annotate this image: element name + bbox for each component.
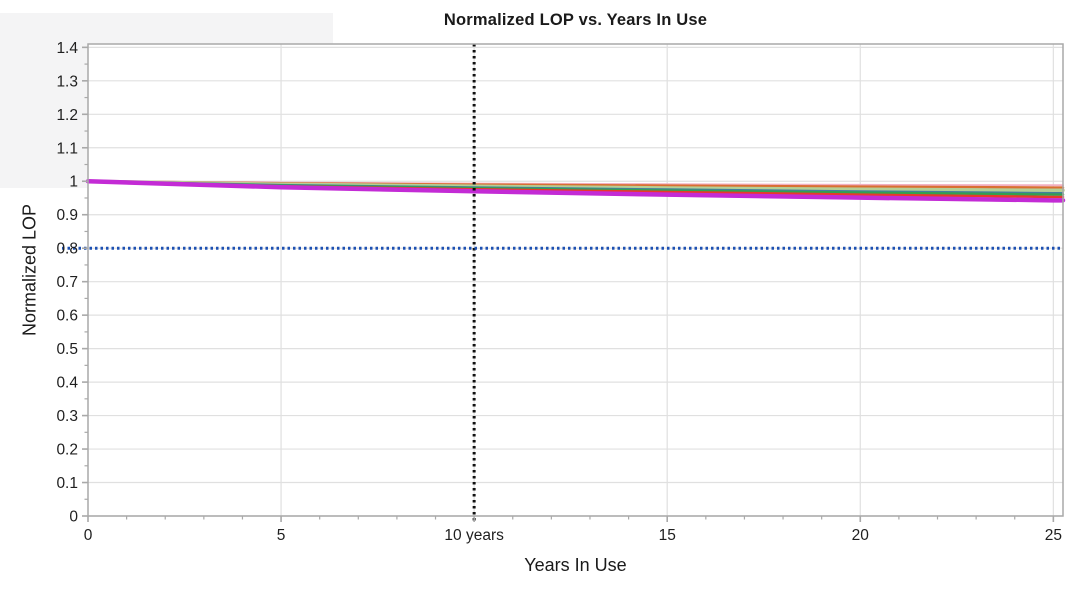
y-tick-label: 0 — [69, 509, 78, 526]
y-axis-title: Normalized LOP — [19, 203, 40, 337]
y-tick-label: 1.4 — [56, 40, 78, 57]
y-tick-label: 0.8 — [56, 241, 78, 258]
chart-title: Normalized LOP vs. Years In Use — [443, 11, 708, 29]
y-tick-label: 1.1 — [56, 140, 78, 157]
y-tick-label: 0.5 — [56, 341, 78, 358]
y-tick-label: 0.7 — [56, 274, 78, 291]
screenshot-artifact-left — [0, 13, 90, 188]
x-tick-label: 25 — [1045, 527, 1062, 544]
y-tick-label: 0.1 — [56, 475, 78, 492]
x-tick-label: 10 years — [444, 527, 504, 544]
series-line-magenta — [85, 178, 1066, 203]
y-tick-label: 0.9 — [56, 207, 78, 224]
y-tick-label: 0.4 — [56, 375, 78, 392]
y-tick-label: 0.6 — [56, 308, 78, 325]
y-tick-label: 1 — [69, 174, 78, 191]
y-tick-label: 0.3 — [56, 408, 78, 425]
x-axis-title: Years In Use — [524, 555, 627, 575]
y-tick-label: 1.2 — [56, 107, 78, 124]
x-tick-label: 0 — [84, 527, 93, 544]
y-tick-label: 1.3 — [56, 73, 78, 90]
plot-frame — [87, 43, 1064, 517]
plot-background — [88, 44, 1063, 516]
x-tick-label: 5 — [277, 527, 286, 544]
x-tick-label: 15 — [659, 527, 676, 544]
y-tick-label: 0.2 — [56, 442, 78, 459]
x-tick-label: 20 — [852, 527, 870, 544]
